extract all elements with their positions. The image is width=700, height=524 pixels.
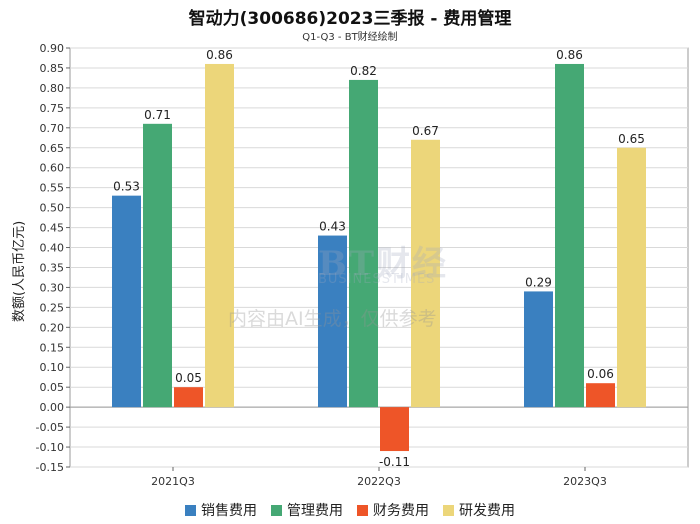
data-label: 0.43 <box>319 220 346 234</box>
y-tick-label: 0.15 <box>40 341 65 354</box>
legend-swatch <box>443 504 454 516</box>
legend-swatch <box>357 504 368 516</box>
data-label: 0.67 <box>412 124 439 138</box>
y-tick-label: 0.90 <box>40 42 65 55</box>
data-label: 0.05 <box>175 371 202 385</box>
y-tick-label: 0.20 <box>40 321 65 334</box>
y-tick-label: -0.10 <box>36 441 64 454</box>
bar-chart: -0.15 -0.10 -0.05 0.00 0.05 0.10 0.15 0.20 0.25 0… <box>36 42 689 488</box>
data-label: 0.06 <box>587 367 614 381</box>
x-tick-label: 2023Q3 <box>563 475 607 488</box>
bar-研发费用-2023Q3 <box>617 147 646 408</box>
watermark-note: 内容由AI生成，仅供参考 <box>228 308 437 330</box>
legend-item: 财务费用 <box>357 500 429 520</box>
y-tick-label: -0.15 <box>36 461 64 474</box>
bar-研发费用-2021Q3 <box>205 63 234 408</box>
y-tick-label: 0.60 <box>40 162 65 175</box>
bar-财务费用-2023Q3 <box>586 383 615 408</box>
bar-财务费用-2022Q3 <box>380 407 409 452</box>
y-tick-label: 0.10 <box>40 361 65 374</box>
legend-label: 销售费用 <box>201 503 257 519</box>
y-tick-label: 0.30 <box>40 281 65 294</box>
bar-管理费用-2022Q3 <box>349 79 378 408</box>
y-tick-label: 0.35 <box>40 261 65 274</box>
x-tick-label: 2021Q3 <box>151 475 195 488</box>
legend-label: 管理费用 <box>287 503 343 519</box>
chart-subtitle: Q1-Q3 - BT财经绘制 <box>302 32 398 43</box>
y-tick-label: 0.50 <box>40 202 65 215</box>
data-label: 0.65 <box>618 132 645 146</box>
y-tick-label: 0.40 <box>40 242 65 255</box>
y-tick-label: 0.70 <box>40 122 65 135</box>
data-label: 0.29 <box>525 275 552 289</box>
bar-财务费用-2021Q3 <box>174 387 203 408</box>
legend-label: 研发费用 <box>459 503 515 519</box>
bar-管理费用-2023Q3 <box>555 63 584 408</box>
data-label: 0.71 <box>144 108 171 122</box>
legend: 销售费用 管理费用 财务费用 研发费用 <box>0 500 700 520</box>
y-tick-label: 0.00 <box>40 401 65 414</box>
legend-item: 销售费用 <box>185 500 257 520</box>
y-tick-label: 0.55 <box>40 182 65 195</box>
y-tick-label: 0.80 <box>40 82 65 95</box>
y-tick-label: 0.75 <box>40 102 65 115</box>
data-label: 0.86 <box>556 48 583 62</box>
legend-swatch <box>185 504 196 516</box>
bar-研发费用-2022Q3 <box>411 139 440 408</box>
y-tick-label: -0.05 <box>36 421 64 434</box>
y-tick-label: 0.45 <box>40 222 65 235</box>
data-label: 0.82 <box>350 64 377 78</box>
legend-item: 管理费用 <box>271 500 343 520</box>
bar-销售费用-2021Q3 <box>112 195 141 408</box>
y-tick-label: 0.85 <box>40 62 65 75</box>
watermark-logo: BT财经 <box>318 244 449 284</box>
x-tick-label: 2022Q3 <box>357 475 401 488</box>
bar-销售费用-2022Q3 <box>318 235 347 408</box>
y-tick-label: 0.65 <box>40 142 65 155</box>
data-label: -0.11 <box>379 455 410 469</box>
y-tick-label: 0.05 <box>40 381 65 394</box>
chart-title: 智动力(300686)2023三季报 - 费用管理 <box>188 9 512 29</box>
bar-管理费用-2021Q3 <box>143 123 172 408</box>
data-label: 0.53 <box>113 180 140 194</box>
bar-销售费用-2023Q3 <box>524 291 553 408</box>
watermark-subtitle: BUSINESSTIMES <box>318 272 436 287</box>
data-label: 0.86 <box>206 48 233 62</box>
legend-swatch <box>271 504 282 516</box>
y-tick-label: 0.25 <box>40 301 65 314</box>
legend-item: 研发费用 <box>443 500 515 520</box>
legend-label: 财务费用 <box>373 503 429 519</box>
